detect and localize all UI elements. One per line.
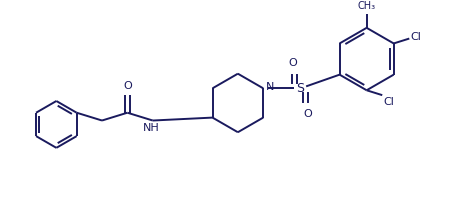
- Text: S: S: [296, 82, 304, 95]
- Text: Cl: Cl: [382, 97, 393, 107]
- Text: N: N: [266, 82, 274, 92]
- Text: NH: NH: [142, 123, 159, 133]
- Text: Cl: Cl: [409, 32, 420, 42]
- Text: CH₃: CH₃: [357, 1, 375, 11]
- Text: O: O: [303, 109, 312, 119]
- Text: O: O: [123, 81, 131, 91]
- Text: O: O: [288, 58, 296, 68]
